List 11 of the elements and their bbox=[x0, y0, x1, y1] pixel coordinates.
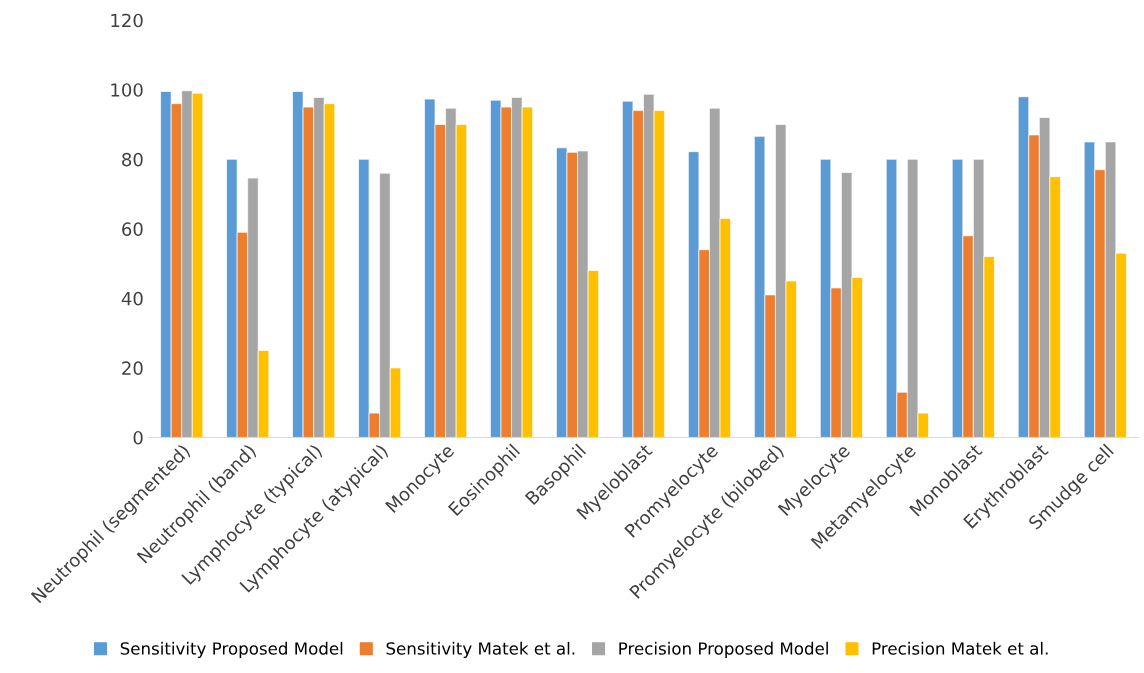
legend-label: Precision Proposed Model bbox=[619, 641, 828, 658]
legend-label: Precision Matek et al. bbox=[872, 641, 1048, 655]
y-tick-label: 80 bbox=[122, 152, 143, 167]
legend-label: Sensitivity Proposed Model bbox=[120, 641, 343, 658]
y-tick-label: 20 bbox=[122, 361, 143, 376]
y-tick-label: 60 bbox=[122, 222, 143, 236]
legend-label: Sensitivity Matek et al. bbox=[386, 641, 575, 658]
y-tick-label: 40 bbox=[121, 291, 143, 306]
y-tick-label: 100 bbox=[111, 83, 143, 97]
y-tick-label: 0 bbox=[133, 430, 143, 445]
y-tick-label: 120 bbox=[111, 13, 143, 28]
